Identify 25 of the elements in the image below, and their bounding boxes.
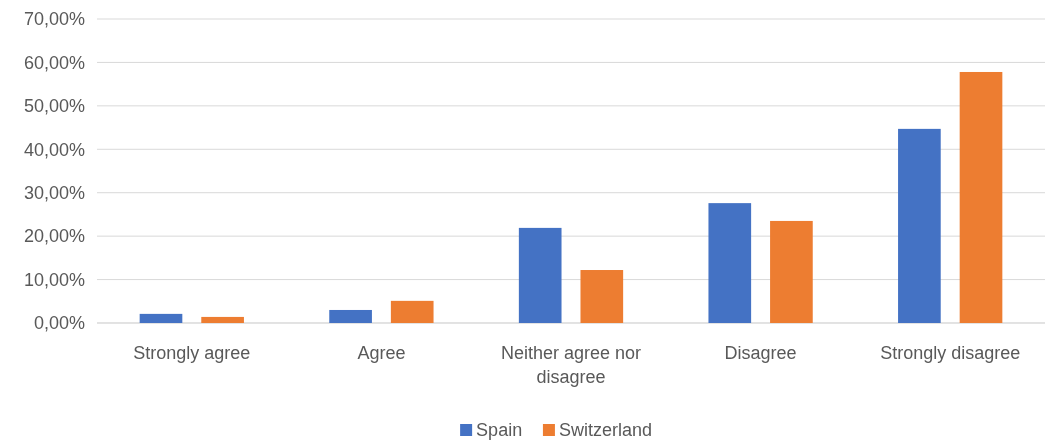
bar <box>898 128 941 323</box>
bar <box>329 309 372 323</box>
bar <box>580 270 624 323</box>
y-tick-label: 40,00% <box>23 139 85 160</box>
y-tick-label: 10,00% <box>23 269 85 290</box>
bar <box>139 313 183 323</box>
y-tick-label: 60,00% <box>23 52 85 73</box>
x-tick-label: Strongly disagree <box>880 343 1021 363</box>
bar <box>518 227 562 323</box>
bar <box>708 203 752 323</box>
bar <box>770 220 813 323</box>
x-tick-label: Neither agree nor disagree <box>500 343 642 387</box>
y-tick-label: 20,00% <box>23 226 85 247</box>
legend-label: Switzerland <box>558 420 652 440</box>
legend-label: Spain <box>476 420 523 440</box>
x-tick-label: Disagree <box>724 343 797 363</box>
bar <box>390 300 434 323</box>
x-tick-label: Agree <box>357 343 406 363</box>
y-tick-label: 0,00% <box>33 313 85 334</box>
y-tick-label: 70,00% <box>23 9 85 30</box>
bar <box>201 316 244 323</box>
x-tick-label: Strongly agree <box>133 343 251 363</box>
bar <box>959 71 1003 323</box>
y-tick-label: 30,00% <box>23 183 85 204</box>
y-tick-label: 50,00% <box>23 96 85 117</box>
